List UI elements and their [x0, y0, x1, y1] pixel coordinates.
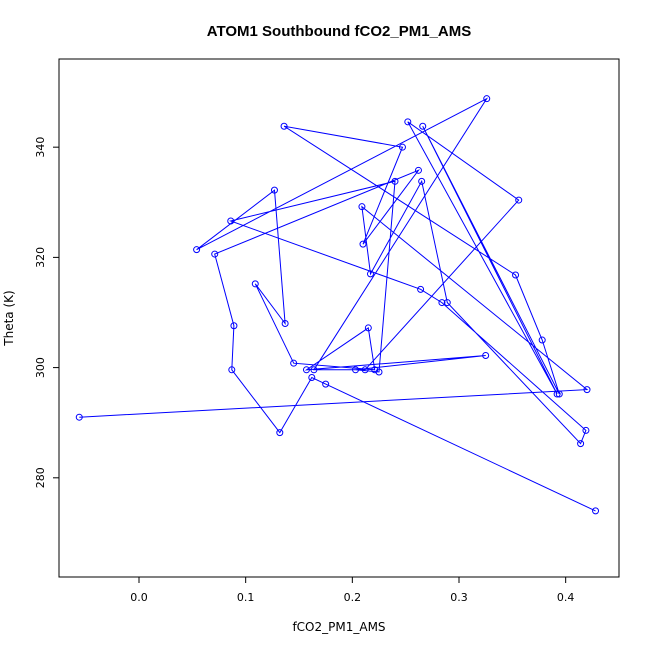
x-tick-label: 0.1	[237, 591, 255, 604]
x-tick-label: 0.0	[130, 591, 148, 604]
chart-title: ATOM1 Southbound fCO2_PM1_AMS	[207, 23, 471, 40]
data-point	[515, 196, 523, 204]
data-point	[538, 336, 546, 344]
x-tick-label: 0.3	[450, 591, 468, 604]
data-point	[280, 122, 288, 130]
y-axis: 280 300 320 340	[34, 137, 60, 488]
data-point	[227, 217, 235, 225]
data-point	[230, 322, 238, 330]
data-point	[419, 122, 427, 130]
data-point	[366, 270, 374, 278]
data-point	[281, 320, 289, 328]
data-point	[270, 186, 278, 194]
data-point	[302, 366, 310, 374]
x-tick-label: 0.2	[344, 591, 362, 604]
plot-frame	[58, 58, 620, 578]
data-point	[290, 359, 298, 367]
y-axis-label: Theta (K)	[2, 290, 16, 346]
data-point	[361, 366, 369, 374]
y-tick-label: 280	[34, 467, 47, 488]
data-point	[555, 390, 563, 398]
y-tick-label: 320	[34, 247, 47, 268]
data-point	[582, 426, 590, 434]
series-layer	[75, 95, 600, 515]
data-point	[228, 366, 236, 374]
data-point	[211, 250, 219, 258]
data-point	[482, 351, 490, 359]
data-point	[417, 285, 425, 293]
data-point	[443, 299, 451, 307]
data-point	[251, 280, 259, 288]
data-point	[358, 203, 366, 211]
data-point	[352, 366, 360, 374]
data-point	[553, 390, 561, 398]
data-point	[310, 366, 318, 374]
data-point	[391, 177, 399, 185]
data-point	[592, 507, 600, 515]
data-point	[308, 374, 316, 382]
data-point	[193, 246, 201, 254]
data-point	[438, 299, 446, 307]
data-point	[364, 324, 372, 332]
y-tick-label: 300	[34, 357, 47, 378]
data-point	[583, 386, 591, 394]
data-point	[483, 95, 491, 103]
x-tick-label: 0.4	[557, 591, 575, 604]
data-point	[414, 166, 422, 174]
data-point	[418, 177, 426, 185]
data-point	[398, 143, 406, 151]
data-point	[375, 368, 383, 376]
data-point	[512, 271, 520, 279]
x-axis: 0.0 0.1 0.2 0.3 0.4	[130, 576, 575, 604]
data-point	[404, 118, 412, 126]
x-axis-label: fCO2_PM1_AMS	[292, 620, 385, 634]
data-point	[75, 413, 83, 421]
data-point	[359, 240, 367, 248]
data-point	[276, 429, 284, 437]
data-point	[577, 440, 585, 448]
y-tick-label: 340	[34, 137, 47, 158]
series-line	[79, 97, 596, 512]
data-point	[322, 380, 330, 388]
data-point	[371, 366, 379, 374]
